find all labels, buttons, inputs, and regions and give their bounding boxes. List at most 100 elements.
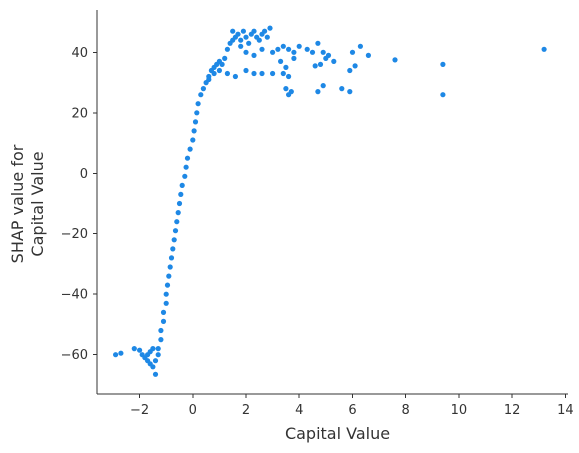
data-point (349, 49, 356, 55)
y-tick-label: −40 (61, 288, 88, 303)
points-layer (113, 25, 547, 377)
data-point (264, 34, 270, 40)
data-point (171, 237, 177, 243)
data-point (179, 182, 185, 188)
data-point (339, 86, 345, 92)
data-point (275, 46, 281, 52)
data-point (278, 58, 284, 64)
data-point (352, 63, 358, 69)
data-point (347, 67, 353, 74)
data-point (251, 52, 257, 59)
data-point (251, 70, 257, 77)
data-point (163, 300, 169, 306)
data-point (168, 255, 175, 261)
data-point (280, 70, 286, 77)
data-point (288, 89, 294, 95)
data-point (118, 350, 124, 356)
data-point (259, 46, 265, 52)
data-point (152, 371, 159, 377)
x-tick-label: 0 (189, 403, 197, 418)
data-point (184, 155, 191, 161)
data-point (172, 228, 179, 234)
data-point (160, 318, 167, 324)
data-point (224, 70, 230, 77)
data-point (286, 46, 292, 52)
data-point (304, 46, 310, 52)
data-point (211, 70, 217, 77)
data-point (170, 246, 176, 252)
data-point (392, 57, 398, 63)
data-point (243, 67, 249, 74)
data-point (331, 58, 337, 64)
data-point (270, 49, 276, 55)
y-tick-label: −60 (61, 348, 88, 363)
data-point (251, 28, 257, 34)
data-point (283, 86, 289, 92)
data-point (137, 347, 143, 353)
data-point (160, 309, 167, 315)
data-point (440, 92, 446, 98)
data-point (267, 25, 273, 31)
data-point (270, 70, 276, 77)
data-point (230, 28, 236, 34)
data-point (158, 327, 164, 334)
data-point (195, 101, 201, 107)
data-point (317, 61, 324, 67)
y-tick-label: 40 (71, 46, 88, 61)
data-point (222, 55, 228, 62)
data-point (155, 346, 161, 352)
data-point (190, 137, 196, 143)
y-axis-title-line-2: Capital Value (28, 151, 47, 256)
data-point (152, 358, 159, 364)
data-point (315, 89, 321, 95)
y-tick-label: −20 (61, 227, 88, 242)
x-tick-label: 14 (557, 403, 574, 418)
data-point (174, 219, 180, 225)
data-point (206, 76, 212, 83)
data-point (219, 61, 225, 67)
data-point (259, 70, 265, 77)
data-point (315, 40, 321, 46)
data-point (158, 337, 164, 343)
y-tick-label: 0 (80, 167, 88, 182)
data-point (194, 110, 200, 116)
data-point (187, 146, 193, 152)
data-point (224, 46, 230, 52)
data-point (541, 46, 547, 52)
x-tick-label: 8 (402, 403, 410, 418)
data-point (131, 346, 137, 352)
data-point (320, 83, 326, 89)
data-point (216, 67, 222, 74)
data-point (163, 291, 169, 297)
x-tick-label: −2 (130, 403, 149, 418)
data-point (238, 37, 244, 43)
x-tick-label: 6 (348, 403, 356, 418)
data-point (291, 49, 297, 55)
data-point (256, 37, 262, 43)
data-point (291, 55, 297, 62)
data-point (235, 31, 241, 37)
x-tick-label: 10 (451, 403, 468, 418)
x-ticks: −2 0 2 4 6 8 10 12 14 (130, 394, 574, 418)
data-point (312, 63, 318, 69)
data-point (286, 73, 292, 80)
x-tick-label: 4 (295, 403, 303, 418)
data-point (296, 43, 302, 49)
y-axis-title-line-1: SHAP value for (8, 144, 27, 263)
data-point (238, 43, 244, 49)
y-tick-label: 20 (71, 106, 88, 121)
data-point (192, 119, 199, 125)
data-point (262, 28, 268, 34)
data-point (323, 55, 329, 62)
data-point (246, 40, 252, 46)
data-point (164, 282, 171, 288)
y-ticks: −60 −40 −20 0 20 40 (61, 46, 97, 363)
data-point (240, 28, 246, 34)
data-point (145, 352, 151, 358)
data-point (440, 61, 446, 67)
data-point (243, 34, 249, 40)
data-point (320, 49, 326, 55)
data-point (191, 128, 197, 134)
